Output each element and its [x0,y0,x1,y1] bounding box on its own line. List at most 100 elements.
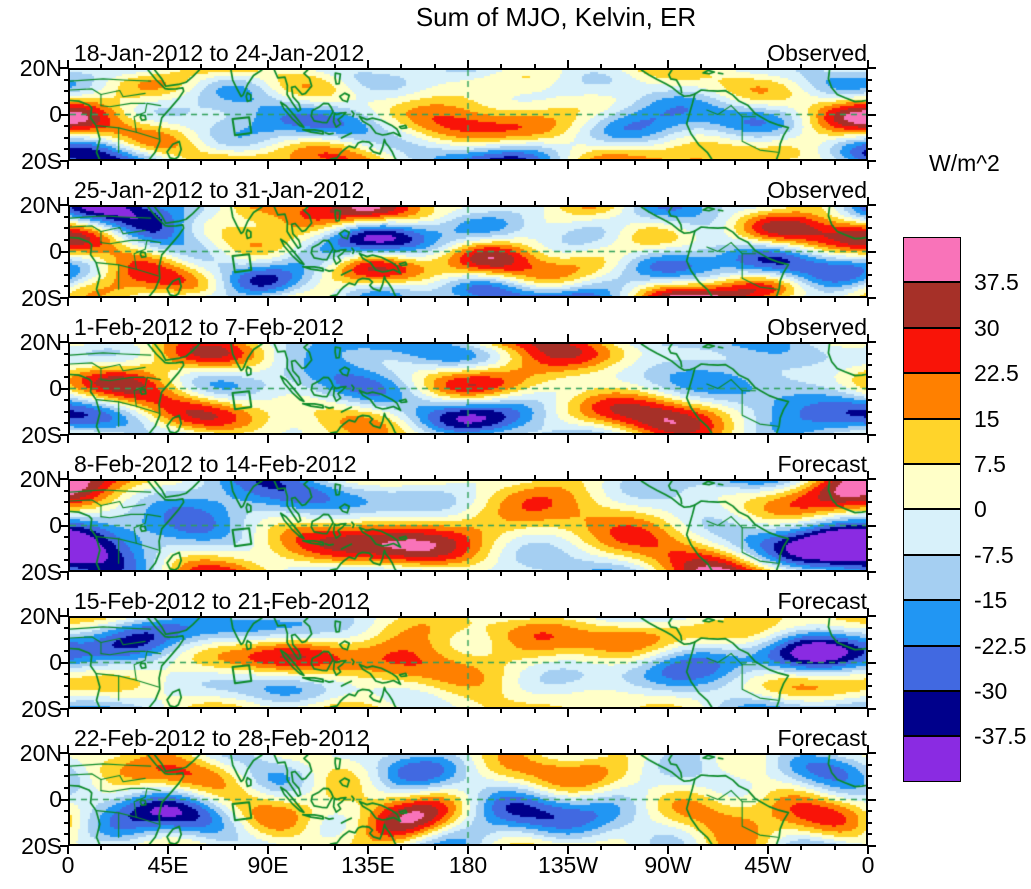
lon-tick [367,471,369,479]
map-panel: 18-Jan-2012 to 24-Jan-2012 Observed 20N … [20,40,876,173]
colorbar-cell [903,509,961,555]
lat-tick [868,649,872,652]
lon-tick [133,709,136,713]
lon-tick [867,608,869,616]
lon-tick [867,745,869,753]
lat-tick [868,798,876,801]
lon-tick [267,197,269,205]
y-tick-label-20s: 20S [21,833,62,859]
lon-tick [667,745,669,753]
lon-tick [567,608,569,616]
lon-tick [133,338,136,342]
lon-tick [167,298,169,306]
lon-tick [300,749,303,753]
colorbar-units-label: W/m^2 [929,150,1000,176]
lat-tick [60,798,68,801]
contour-map [68,616,868,709]
lon-tick [833,612,836,616]
lon-tick [733,64,736,68]
lon-tick [867,435,869,443]
lon-tick [167,60,169,68]
lat-tick [60,661,68,664]
lon-tick [600,749,603,753]
lon-tick [200,435,203,439]
lat-tick [60,250,68,253]
lat-tick [868,434,876,436]
lon-tick [633,846,636,850]
lon-tick [433,435,436,439]
lon-tick [767,298,769,306]
lon-tick [67,471,69,479]
lon-tick [667,572,669,580]
lon-tick [433,475,436,479]
lon-tick [700,298,703,302]
lon-tick [233,572,236,576]
lon-tick [467,846,469,854]
lon-tick [767,471,769,479]
lon-tick [133,298,136,302]
lon-tick [367,608,369,616]
lon-tick [600,338,603,342]
lat-tick [64,696,68,699]
contour-map [68,479,868,572]
lon-tick [233,161,236,165]
y-tick-label-20n: 20N [19,740,62,766]
lon-tick [133,64,136,68]
lon-tick [333,749,336,753]
lon-tick [433,64,436,68]
lat-tick [868,399,872,402]
lat-tick [868,410,872,413]
lon-tick [833,338,836,342]
lon-tick [233,298,236,302]
lon-tick [867,709,869,717]
lon-tick [767,60,769,68]
lon-tick [600,475,603,479]
lat-tick [60,478,68,480]
lon-tick [733,572,736,576]
lon-tick [167,334,169,342]
lon-tick [400,612,403,616]
lat-tick [64,512,68,515]
lat-tick [868,524,876,527]
lon-tick [867,298,869,306]
lat-tick [868,148,872,151]
lon-tick [667,846,669,854]
lat-tick [64,136,68,139]
lon-tick [533,749,536,753]
lon-tick [433,298,436,302]
lon-tick [633,709,636,713]
lon-tick [800,846,803,850]
lat-tick [868,489,872,492]
x-tick-label: 135W [537,852,599,878]
colorbar-cell [903,373,961,419]
lon-tick [633,612,636,616]
lon-tick [600,709,603,713]
lon-tick [700,201,703,205]
lon-tick [467,60,469,68]
lon-tick [267,745,269,753]
lon-tick [700,709,703,713]
lon-tick [800,435,803,439]
lat-tick [60,752,68,754]
lon-tick [467,471,469,479]
y-tick-label-20n: 20N [19,466,62,492]
lon-tick [100,612,103,616]
lat-tick [868,752,876,754]
lat-tick [64,536,68,539]
lon-tick [700,749,703,753]
lat-tick [868,673,872,676]
lon-tick [67,846,69,854]
lat-tick [64,638,68,641]
lon-tick [367,161,369,169]
x-tick-label: 45W [744,852,792,878]
lon-tick [833,475,836,479]
lon-tick [733,161,736,165]
lon-tick [767,709,769,717]
lon-tick [533,201,536,205]
y-tick-label-20s: 20S [21,285,62,311]
lat-tick [868,708,876,710]
lat-tick [60,113,68,116]
lon-tick [433,612,436,616]
panel-header: 18-Jan-2012 to 24-Jan-2012 Observed [68,40,868,68]
x-tick-label: 45E [147,852,189,878]
